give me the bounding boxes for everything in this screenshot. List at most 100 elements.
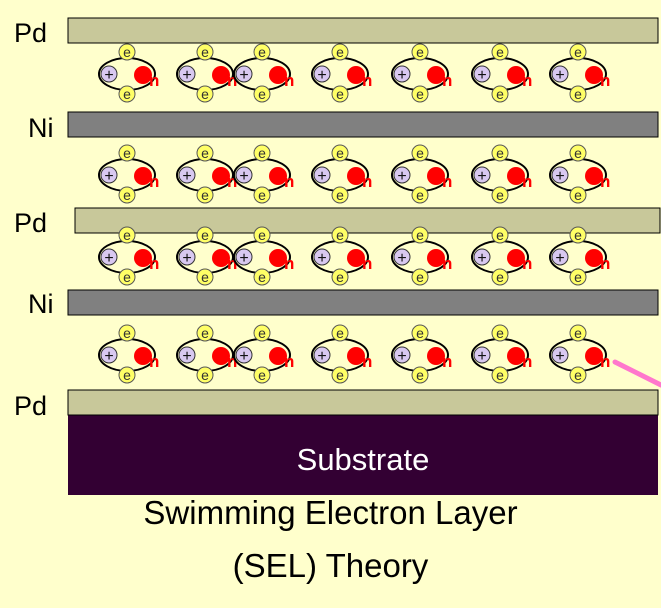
electron-symbol: e bbox=[574, 325, 582, 341]
electron-symbol: e bbox=[574, 187, 582, 203]
electron-symbol: e bbox=[201, 86, 209, 102]
proton bbox=[551, 65, 569, 83]
neutron bbox=[427, 347, 445, 365]
electron bbox=[491, 186, 509, 204]
caption-line-1: Swimming Electron Layer bbox=[143, 494, 518, 531]
electron-symbol: e bbox=[123, 269, 131, 285]
electron bbox=[491, 144, 509, 162]
neutron-symbol: n bbox=[600, 172, 610, 191]
neutron-symbol: n bbox=[442, 352, 452, 371]
neutron-symbol: n bbox=[362, 71, 372, 90]
atom-unit-r0-c4: e e + n bbox=[391, 43, 452, 103]
electron-symbol: e bbox=[496, 44, 504, 60]
electron-symbol: e bbox=[336, 227, 344, 243]
atom-unit-r1-c0: e e + n bbox=[98, 144, 159, 204]
neutron bbox=[347, 167, 365, 185]
proton-symbol: + bbox=[182, 67, 191, 84]
proton-symbol: + bbox=[397, 348, 406, 365]
electron bbox=[196, 144, 214, 162]
proton bbox=[235, 248, 253, 266]
electron bbox=[253, 268, 271, 286]
electron-symbol: e bbox=[416, 269, 424, 285]
neutron bbox=[427, 167, 445, 185]
electron bbox=[196, 226, 214, 244]
proton bbox=[551, 166, 569, 184]
proton bbox=[313, 65, 331, 83]
electron-symbol: e bbox=[201, 227, 209, 243]
atom-unit-r2-c3: e e + n bbox=[311, 226, 372, 286]
layer-label-4: Pd bbox=[14, 391, 47, 421]
proton bbox=[178, 65, 196, 83]
atom-unit-r3-c5: e e + n bbox=[471, 324, 532, 384]
neutron bbox=[269, 66, 287, 84]
proton-symbol: + bbox=[104, 348, 113, 365]
neutron bbox=[212, 167, 230, 185]
electron-symbol: e bbox=[258, 187, 266, 203]
atom-unit-r0-c6: e e + n bbox=[549, 43, 610, 103]
neutron-symbol: n bbox=[284, 254, 294, 273]
electron bbox=[411, 268, 429, 286]
proton bbox=[393, 166, 411, 184]
electron bbox=[253, 186, 271, 204]
neutron-symbol: n bbox=[600, 352, 610, 371]
neutron-symbol: n bbox=[600, 254, 610, 273]
atom-unit-r2-c0: e e + n bbox=[98, 226, 159, 286]
neutron bbox=[585, 66, 603, 84]
electron-symbol: e bbox=[416, 325, 424, 341]
neutron bbox=[347, 66, 365, 84]
neutron-symbol: n bbox=[442, 71, 452, 90]
atom-unit-r0-c1: e e + n bbox=[176, 43, 237, 103]
proton-symbol: + bbox=[104, 168, 113, 185]
electron bbox=[491, 85, 509, 103]
neutron bbox=[347, 347, 365, 365]
electron-symbol: e bbox=[258, 145, 266, 161]
atom-unit-r2-c6: e e + n bbox=[549, 226, 610, 286]
proton-symbol: + bbox=[182, 348, 191, 365]
atom-unit-r1-c4: e e + n bbox=[391, 144, 452, 204]
electron bbox=[118, 144, 136, 162]
electron-symbol: e bbox=[574, 367, 582, 383]
atom-unit-r0-c3: e e + n bbox=[311, 43, 372, 103]
proton bbox=[473, 166, 491, 184]
electron-symbol: e bbox=[336, 325, 344, 341]
neutron bbox=[585, 249, 603, 267]
proton-symbol: + bbox=[182, 168, 191, 185]
electron bbox=[118, 366, 136, 384]
electron-symbol: e bbox=[201, 367, 209, 383]
proton bbox=[393, 248, 411, 266]
neutron-symbol: n bbox=[227, 172, 237, 191]
neutron bbox=[585, 347, 603, 365]
electron-symbol: e bbox=[336, 187, 344, 203]
proton bbox=[473, 346, 491, 364]
neutron bbox=[427, 249, 445, 267]
proton-symbol: + bbox=[182, 250, 191, 267]
electron bbox=[569, 144, 587, 162]
proton bbox=[178, 346, 196, 364]
proton-symbol: + bbox=[104, 67, 113, 84]
neutron bbox=[507, 249, 525, 267]
electron bbox=[253, 366, 271, 384]
proton-symbol: + bbox=[317, 168, 326, 185]
atom-unit-r0-c0: e e + n bbox=[98, 43, 159, 103]
neutron bbox=[134, 347, 152, 365]
electron-symbol: e bbox=[123, 187, 131, 203]
electron bbox=[491, 366, 509, 384]
proton bbox=[235, 65, 253, 83]
electron bbox=[411, 144, 429, 162]
neutron-symbol: n bbox=[149, 352, 159, 371]
electron bbox=[196, 186, 214, 204]
electron-symbol: e bbox=[201, 269, 209, 285]
neutron bbox=[134, 249, 152, 267]
electron-symbol: e bbox=[201, 187, 209, 203]
electron-symbol: e bbox=[258, 325, 266, 341]
electron bbox=[331, 85, 349, 103]
electron bbox=[569, 85, 587, 103]
neutron-symbol: n bbox=[227, 352, 237, 371]
electron-symbol: e bbox=[416, 187, 424, 203]
electron bbox=[196, 268, 214, 286]
electron bbox=[411, 366, 429, 384]
neutron-symbol: n bbox=[522, 254, 532, 273]
proton bbox=[235, 346, 253, 364]
electron-symbol: e bbox=[574, 86, 582, 102]
